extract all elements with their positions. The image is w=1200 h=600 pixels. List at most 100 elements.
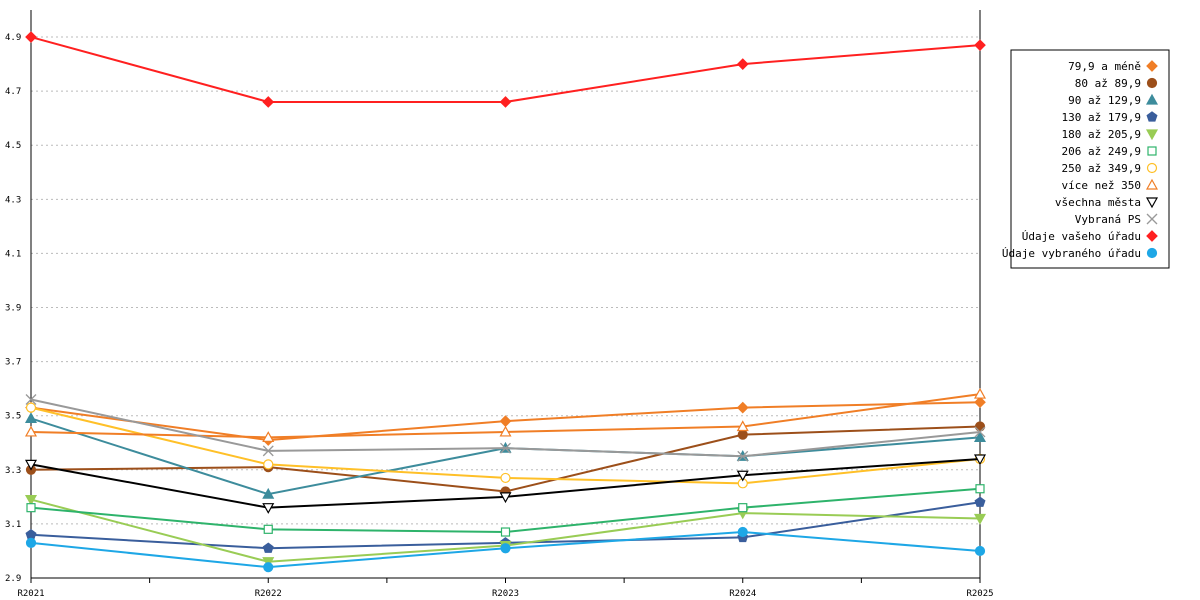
data-point	[24, 494, 38, 506]
data-point	[263, 524, 273, 534]
data-point	[736, 58, 749, 70]
legend: 79,9 a méně 80 až 89,9 90 až 129,9 130 až 1…	[1002, 49, 1170, 269]
data-point	[262, 96, 275, 108]
legend-label: Vybraná PS	[1075, 213, 1141, 226]
series-7	[24, 387, 987, 442]
data-point	[25, 394, 37, 405]
legend-marker	[1146, 247, 1158, 259]
data-point	[24, 412, 38, 424]
y-tick-label: 3.7	[5, 358, 21, 368]
data-point	[737, 526, 748, 538]
data-point	[974, 426, 986, 438]
legend-label: více než 350	[1062, 179, 1141, 192]
legend-label: 90 až 129,9	[1068, 94, 1141, 107]
legend-marker	[1145, 178, 1159, 190]
data-point	[25, 402, 37, 413]
y-tick-label: 3.1	[5, 520, 21, 530]
legend-label: 250 až 349,9	[1062, 162, 1141, 175]
legend-box	[1010, 49, 1170, 269]
legend-marker	[1146, 60, 1158, 72]
y-tick-label: 4.1	[5, 249, 21, 259]
legend-label: Údaje vašeho úřadu	[1022, 230, 1141, 243]
data-point	[499, 492, 512, 504]
legend-marker	[1146, 77, 1158, 89]
data-point	[974, 496, 986, 507]
data-point	[25, 528, 37, 540]
y-tick-label: 3.3	[5, 466, 21, 476]
data-point	[500, 442, 511, 454]
y-tick-label: 4.7	[5, 87, 21, 97]
data-point	[25, 537, 37, 548]
data-point	[24, 459, 38, 471]
data-point	[500, 543, 511, 554]
y-tick-label: 4.3	[5, 195, 21, 205]
y-tick-label: 3.9	[5, 304, 21, 314]
legend-label: 79,9 a méně	[1068, 60, 1141, 73]
data-point	[973, 431, 987, 442]
data-point	[500, 527, 511, 537]
x-stroke	[500, 442, 511, 454]
data-point	[24, 425, 38, 437]
data-point	[975, 484, 985, 494]
legend-label: 130 až 179,9	[1062, 111, 1141, 124]
data-point	[499, 425, 512, 437]
series-line	[30, 36, 981, 103]
legend-marker	[1145, 197, 1159, 209]
data-point	[736, 420, 749, 432]
y-tick-label: 4.5	[5, 141, 21, 151]
data-point	[262, 542, 274, 553]
data-point	[263, 562, 274, 573]
legend-label: 180 až 205,9	[1062, 128, 1141, 141]
series-layer	[24, 31, 987, 573]
data-point	[974, 396, 986, 409]
data-point	[26, 503, 36, 513]
x-tick-label: R2025	[966, 589, 993, 599]
x-stroke	[974, 426, 986, 438]
data-point	[499, 96, 512, 108]
data-point	[737, 450, 749, 462]
data-point	[262, 487, 275, 499]
series-8	[24, 454, 987, 514]
series-6	[25, 402, 986, 489]
y-tick-label: 3.5	[5, 412, 21, 422]
data-point	[736, 470, 749, 482]
data-point	[25, 31, 37, 43]
legend-marker	[1145, 93, 1159, 105]
data-point	[973, 387, 987, 399]
series-10	[25, 31, 986, 108]
x-stroke	[737, 450, 749, 462]
data-point	[974, 545, 986, 557]
legend-marker	[1147, 146, 1157, 156]
legend-label: Údaje vybraného úřadu	[1002, 247, 1141, 260]
x-stroke	[25, 394, 37, 405]
data-point	[737, 429, 748, 440]
legend-label: všechna města	[1055, 196, 1141, 209]
data-point	[736, 401, 749, 414]
data-point	[499, 415, 512, 427]
legend-label: 206 až 249,9	[1062, 145, 1141, 158]
legend-marker	[1146, 162, 1158, 174]
legend-marker	[1145, 129, 1159, 141]
x-stroke	[1146, 213, 1158, 225]
data-point	[973, 454, 987, 466]
y-tick-label: 2.9	[5, 574, 21, 584]
axes: 2.9 3.1 3.3 3.5 3.7 3.9 4.1 4.3 4.5 4.7 4.9 R2021 R2…	[5, 10, 994, 599]
x-tick-label: R2023	[492, 589, 519, 599]
data-point	[974, 39, 986, 52]
data-point	[500, 472, 511, 484]
data-point	[262, 445, 274, 457]
series-11	[25, 526, 986, 573]
data-point	[262, 431, 275, 442]
series-5	[26, 484, 985, 537]
legend-marker	[1146, 230, 1158, 242]
legend-marker	[1146, 111, 1158, 122]
x-tick-label: R2024	[729, 589, 756, 599]
legend-marker	[1146, 213, 1158, 225]
data-point	[738, 503, 748, 513]
data-point	[262, 503, 275, 514]
x-tick-label: R2022	[255, 589, 282, 599]
series-0	[25, 396, 986, 446]
legend-label: 80 až 89,9	[1075, 77, 1141, 90]
x-tick-label: R2021	[17, 589, 44, 599]
